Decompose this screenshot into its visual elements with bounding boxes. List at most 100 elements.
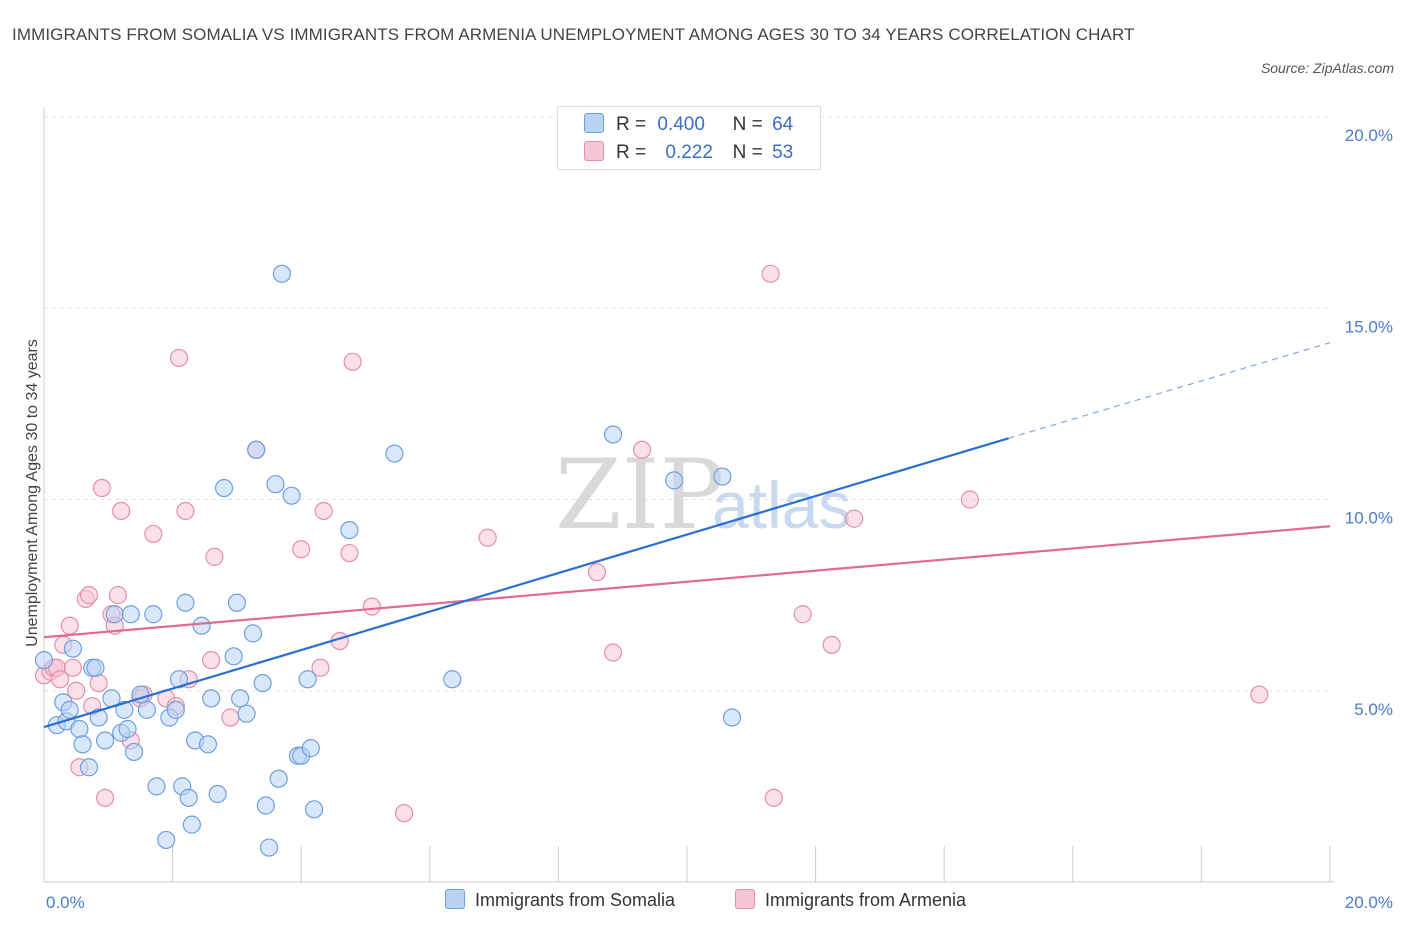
somalia-point xyxy=(147,777,166,796)
armenia-point xyxy=(221,708,240,727)
bottom-legend-somalia-label: Immigrants from Somalia xyxy=(475,890,676,910)
armenia-point xyxy=(340,543,359,563)
somalia-point xyxy=(105,605,124,624)
armenia-point xyxy=(176,501,195,521)
somalia-point xyxy=(256,796,275,815)
bottom-legend-armenia-swatch xyxy=(735,889,755,909)
armenia-point xyxy=(79,586,99,605)
somalia-point xyxy=(269,769,288,788)
somalia-n-value: 64 xyxy=(772,114,794,135)
armenia-point xyxy=(67,681,86,700)
zipatlas-watermark: ZIP atlas xyxy=(555,439,851,551)
somalia-point xyxy=(385,444,404,463)
armenia-point xyxy=(63,658,83,677)
somalia-r-value: 0.400 xyxy=(657,114,705,135)
somalia-point xyxy=(198,735,218,754)
somalia-point xyxy=(282,486,301,505)
somalia-point xyxy=(340,520,359,540)
armenia-point xyxy=(394,804,414,823)
somalia-swatch xyxy=(584,113,604,133)
somalia-point xyxy=(301,739,320,758)
armenia-point xyxy=(478,528,497,547)
armenia-point xyxy=(793,605,812,624)
chart-source: Source: ZipAtlas.com xyxy=(1260,60,1394,76)
somalia-r-label: R = xyxy=(616,114,647,135)
somalia-point xyxy=(63,639,83,658)
somalia-point xyxy=(124,742,144,762)
somalia-point xyxy=(237,704,256,723)
armenia-point xyxy=(92,478,111,498)
somalia-point xyxy=(60,700,79,719)
somalia-point xyxy=(70,719,89,739)
armenia-point xyxy=(205,547,224,566)
somalia-point xyxy=(182,815,201,834)
armenia-n-value: 53 xyxy=(772,142,794,163)
somalia-n-label: N = xyxy=(732,114,763,135)
somalia-point xyxy=(118,719,137,739)
trend-lines xyxy=(43,342,1331,729)
somalia-point xyxy=(176,593,195,612)
x-tick-label: 0.0% xyxy=(46,893,85,912)
somalia-point xyxy=(243,624,263,643)
armenia-point xyxy=(603,643,623,662)
bottom-legend-armenia-label: Immigrants from Armenia xyxy=(765,890,967,910)
armenia-point xyxy=(764,788,783,807)
correlation-legend: R = 0.400 N = 64 R = 0.222 N = 53 xyxy=(557,106,821,170)
bottom-legend-somalia: Immigrants from Somalia xyxy=(445,889,675,915)
somalia-point xyxy=(266,475,285,494)
somalia-point xyxy=(224,647,243,666)
somalia-point xyxy=(166,700,185,719)
somalia-trend-extension xyxy=(1008,342,1331,439)
armenia-point xyxy=(292,540,311,559)
armenia-point xyxy=(202,651,221,670)
somalia-point xyxy=(192,616,211,635)
somalia-points xyxy=(34,264,742,857)
somalia-point xyxy=(95,731,115,750)
somalia-point xyxy=(34,651,54,670)
somalia-point xyxy=(227,593,246,612)
y-axis-label: Unemployment Among Ages 30 to 34 years xyxy=(24,339,41,647)
armenia-n-label: N = xyxy=(732,142,763,163)
armenia-point xyxy=(1250,685,1269,704)
somalia-point xyxy=(157,830,176,850)
armenia-point xyxy=(822,635,841,654)
armenia-point xyxy=(169,348,189,368)
armenia-point xyxy=(960,490,980,509)
somalia-point xyxy=(272,264,292,283)
armenia-point xyxy=(60,616,79,635)
somalia-point xyxy=(603,425,623,444)
armenia-point xyxy=(95,788,115,807)
x-tick-label: 20.0% xyxy=(1345,893,1393,912)
y-tick-label: 15.0% xyxy=(1345,317,1393,336)
armenia-point xyxy=(314,501,333,521)
somalia-point xyxy=(89,708,108,727)
somalia-point xyxy=(253,673,272,693)
armenia-point xyxy=(144,524,163,544)
armenia-swatch xyxy=(584,141,604,161)
somalia-point xyxy=(115,700,134,719)
somalia-point xyxy=(208,784,227,804)
watermark-atlas: atlas xyxy=(712,468,851,542)
armenia-point xyxy=(845,509,864,528)
armenia-point xyxy=(587,563,607,582)
armenia-point xyxy=(632,440,652,459)
y-tick-label: 20.0% xyxy=(1345,126,1393,145)
armenia-r-label: R = xyxy=(616,142,647,163)
armenia-trend-line xyxy=(43,525,1331,639)
y-tick-label: 5.0% xyxy=(1354,700,1393,719)
tick-labels: 5.0% 10.0% 15.0% 20.0% 0.0% 20.0% xyxy=(46,126,1393,912)
somalia-point xyxy=(79,758,99,777)
armenia-point xyxy=(362,597,382,616)
somalia-point xyxy=(144,605,163,624)
somalia-point xyxy=(665,471,684,490)
armenia-point xyxy=(50,670,70,689)
somalia-point xyxy=(443,670,462,689)
somalia-point xyxy=(86,658,105,677)
bottom-legend-somalia-swatch xyxy=(445,889,465,909)
somalia-point xyxy=(259,838,279,857)
armenia-point xyxy=(761,264,780,283)
somalia-trend-line xyxy=(43,437,1009,729)
chart-title: IMMIGRANTS FROM SOMALIA VS IMMIGRANTS FR… xyxy=(12,25,1135,44)
axes xyxy=(43,107,1334,883)
somalia-point xyxy=(298,670,317,689)
